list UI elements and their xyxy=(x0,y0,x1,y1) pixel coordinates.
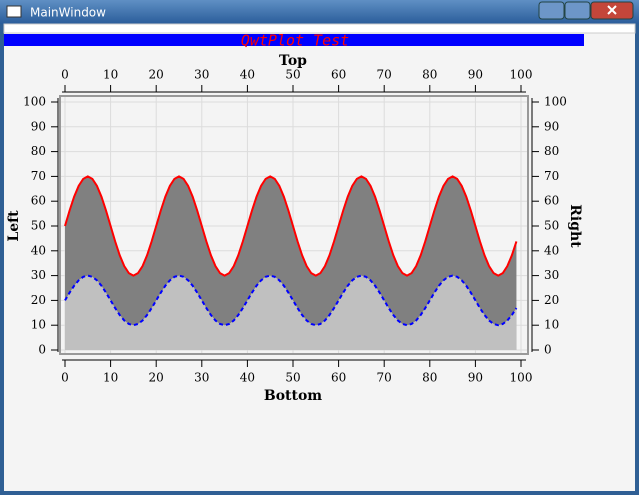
y-tick-label: 20 xyxy=(31,293,46,307)
menu-bar xyxy=(3,23,636,34)
x-tick-label: 40 xyxy=(240,371,255,385)
x-axis-title: Bottom xyxy=(264,388,322,404)
x-tick-label: 50 xyxy=(285,371,300,385)
y-tick-label: 10 xyxy=(31,318,46,332)
x-tick-label: 20 xyxy=(149,371,164,385)
line xyxy=(64,274,518,327)
y2-tick-label: 80 xyxy=(544,144,559,158)
y2-tick-label: 20 xyxy=(544,293,559,307)
x2-tick-label: 30 xyxy=(194,68,209,82)
x-tick-label: 60 xyxy=(331,371,346,385)
minimize-button[interactable] xyxy=(538,1,565,20)
x2-tick-label: 90 xyxy=(468,68,483,82)
y2-tick-label: 60 xyxy=(544,194,559,208)
x2-tick-label: 40 xyxy=(240,68,255,82)
y-tick-label: 30 xyxy=(31,268,46,282)
y-tick-label: 50 xyxy=(31,219,46,233)
maximize-button[interactable] xyxy=(564,1,591,20)
x2-tick-label: 60 xyxy=(331,68,346,82)
x2-tick-label: 0 xyxy=(61,68,69,82)
y-tick-label: 40 xyxy=(31,243,46,257)
x-tick-label: 30 xyxy=(194,371,209,385)
y-tick-label: 70 xyxy=(31,169,46,183)
y2-axis-title: Right xyxy=(567,204,583,248)
y-tick-label: 80 xyxy=(31,144,46,158)
line xyxy=(64,175,518,277)
area xyxy=(65,275,517,350)
window-icon xyxy=(6,5,22,18)
y2-tick-label: 10 xyxy=(544,318,559,332)
y2-tick-label: 100 xyxy=(544,95,567,109)
y2-tick-label: 30 xyxy=(544,268,559,282)
close-icon xyxy=(607,5,617,15)
y2-tick-label: 50 xyxy=(544,219,559,233)
y2-tick-label: 70 xyxy=(544,169,559,183)
x2-axis-title: Top xyxy=(279,53,307,69)
x-tick-label: 0 xyxy=(61,371,69,385)
x-tick-label: 70 xyxy=(377,371,392,385)
x-tick-label: 100 xyxy=(510,371,533,385)
y2-tick-label: 40 xyxy=(544,243,559,257)
x2-tick-label: 20 xyxy=(149,68,164,82)
chart-title: QwtPlot Test xyxy=(241,32,349,50)
x2-tick-label: 50 xyxy=(285,68,300,82)
y-axis-title: Left xyxy=(6,210,22,242)
x2-tick-label: 100 xyxy=(510,68,533,82)
x2-tick-label: 70 xyxy=(377,68,392,82)
y2-tick-label: 0 xyxy=(544,343,552,357)
x-tick-label: 80 xyxy=(422,371,437,385)
y-tick-label: 0 xyxy=(38,343,46,357)
y-tick-label: 90 xyxy=(31,119,46,133)
x-tick-label: 90 xyxy=(468,371,483,385)
y-tick-label: 60 xyxy=(31,194,46,208)
y-tick-label: 100 xyxy=(23,95,46,109)
y2-tick-label: 90 xyxy=(544,119,559,133)
window-title: MainWindow xyxy=(30,6,106,20)
x2-tick-label: 10 xyxy=(103,68,118,82)
title-bar xyxy=(0,0,639,24)
x-tick-label: 10 xyxy=(103,371,118,385)
title-banner xyxy=(4,34,584,46)
x2-tick-label: 80 xyxy=(422,68,437,82)
